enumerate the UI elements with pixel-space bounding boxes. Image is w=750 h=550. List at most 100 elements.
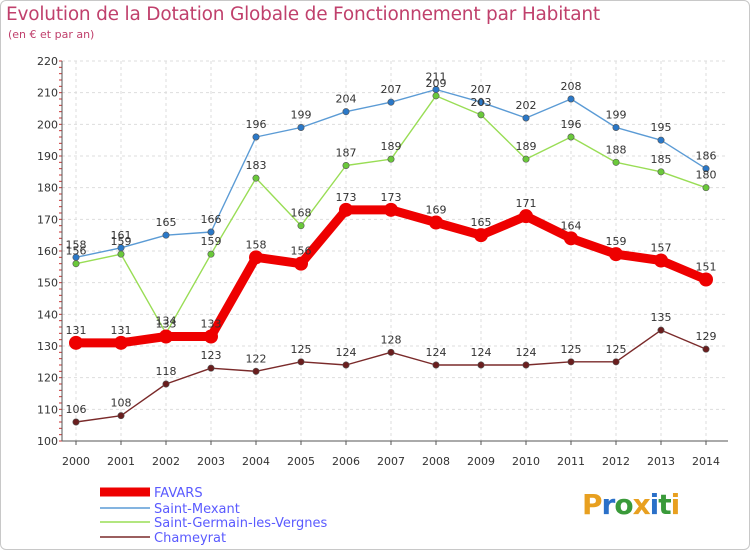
point-saint-mexant — [207, 228, 215, 236]
data-label-saint-mexant: 161 — [111, 229, 132, 242]
point-saint-germain-les-vergnes — [297, 222, 305, 230]
data-label-saint-mexant: 166 — [201, 213, 222, 226]
data-label-chameyrat: 123 — [201, 349, 222, 362]
data-label-saint-germain-les-vergnes: 168 — [291, 207, 312, 220]
data-label-saint-germain-les-vergnes: 159 — [111, 235, 132, 248]
data-label-chameyrat: 118 — [156, 365, 177, 378]
chart-subtitle: (en € et par an) — [8, 28, 95, 41]
point-favars — [114, 335, 128, 350]
data-label-saint-mexant: 199 — [291, 109, 312, 122]
data-label-saint-mexant: 208 — [561, 80, 582, 93]
y-tick-label: 200 — [37, 118, 58, 131]
point-saint-germain-les-vergnes — [702, 184, 710, 192]
data-label-saint-germain-les-vergnes: 203 — [471, 96, 492, 109]
data-label-saint-mexant: 204 — [336, 93, 357, 106]
logo-letter: i — [649, 488, 660, 521]
logo-letter: x — [632, 488, 651, 521]
data-label-saint-mexant: 186 — [696, 150, 717, 163]
legend-label-saint-mexant: Saint-Mexant — [154, 502, 240, 517]
data-label-chameyrat: 124 — [471, 346, 492, 359]
point-favars — [69, 335, 83, 350]
data-label-saint-germain-les-vergnes: 156 — [66, 245, 87, 258]
y-tick-label: 110 — [37, 403, 58, 416]
point-saint-germain-les-vergnes — [522, 155, 530, 163]
data-label-saint-mexant: 165 — [156, 216, 177, 229]
point-chameyrat — [387, 348, 395, 356]
point-saint-germain-les-vergnes — [252, 174, 260, 182]
data-label-favars: 165 — [471, 216, 492, 229]
point-chameyrat — [567, 358, 575, 366]
point-chameyrat — [612, 358, 620, 366]
legend-label-favars: FAVARS — [154, 486, 203, 501]
point-saint-germain-les-vergnes — [477, 111, 485, 119]
point-saint-mexant — [657, 136, 665, 144]
point-favars — [699, 272, 713, 287]
data-label-saint-germain-les-vergnes: 188 — [606, 143, 627, 156]
proxiti-logo: Proxiti — [582, 488, 680, 521]
y-tick-label: 180 — [37, 182, 58, 195]
point-chameyrat — [207, 364, 215, 372]
data-label-chameyrat: 129 — [696, 330, 717, 343]
series-layer — [69, 86, 713, 426]
point-favars — [339, 202, 353, 217]
data-label-favars: 157 — [651, 242, 672, 255]
y-tick-label: 120 — [37, 372, 58, 385]
legend-label-chameyrat: Chameyrat — [154, 531, 226, 546]
x-tick-label: 2004 — [242, 455, 270, 468]
y-tick-label: 160 — [37, 245, 58, 258]
data-label-favars: 171 — [516, 197, 537, 210]
point-favars — [474, 228, 488, 243]
point-saint-mexant — [612, 124, 620, 132]
point-saint-germain-les-vergnes — [72, 260, 80, 268]
point-chameyrat — [162, 380, 170, 388]
logo-letter: P — [582, 488, 603, 521]
data-label-chameyrat: 125 — [561, 343, 582, 356]
point-chameyrat — [117, 412, 125, 420]
data-label-favars: 133 — [201, 318, 222, 331]
data-label-saint-germain-les-vergnes: 183 — [246, 159, 267, 172]
x-tick-label: 2014 — [692, 455, 720, 468]
point-chameyrat — [297, 358, 305, 366]
point-saint-mexant — [297, 124, 305, 132]
x-tick-label: 2006 — [332, 455, 360, 468]
point-chameyrat — [477, 361, 485, 369]
x-tick-label: 2005 — [287, 455, 315, 468]
data-label-favars: 164 — [561, 219, 582, 232]
x-tick-label: 2000 — [62, 455, 90, 468]
data-label-chameyrat: 125 — [291, 343, 312, 356]
point-chameyrat — [657, 326, 665, 334]
data-label-saint-mexant: 199 — [606, 109, 627, 122]
y-tick-label: 140 — [37, 308, 58, 321]
point-favars — [384, 202, 398, 217]
data-label-chameyrat: 124 — [426, 346, 447, 359]
data-label-chameyrat: 125 — [606, 343, 627, 356]
point-favars — [429, 215, 443, 230]
point-favars — [249, 250, 263, 265]
x-tick-label: 2007 — [377, 455, 405, 468]
data-label-chameyrat: 128 — [381, 333, 402, 346]
y-tick-label: 130 — [37, 340, 58, 353]
point-favars — [294, 256, 308, 271]
data-label-saint-germain-les-vergnes: 189 — [381, 140, 402, 153]
x-tick-label: 2008 — [422, 455, 450, 468]
point-saint-germain-les-vergnes — [612, 158, 620, 166]
data-label-chameyrat: 122 — [246, 352, 267, 365]
grid — [62, 60, 728, 442]
logo-letter: t — [658, 488, 671, 521]
legend-label-saint-germain-les-vergnes: Saint-Germain-les-Vergnes — [154, 516, 327, 531]
point-saint-germain-les-vergnes — [657, 168, 665, 176]
x-tick-label: 2013 — [647, 455, 675, 468]
data-label-favars: 156 — [291, 245, 312, 258]
logo-letter: o — [614, 488, 633, 521]
x-tick-label: 2010 — [512, 455, 540, 468]
point-favars — [654, 253, 668, 268]
y-tick-label: 210 — [37, 87, 58, 100]
data-label-saint-germain-les-vergnes: 134 — [156, 314, 177, 327]
data-label-favars: 133 — [156, 318, 177, 331]
x-tick-label: 2002 — [152, 455, 180, 468]
data-label-favars: 151 — [696, 261, 717, 274]
data-label-saint-mexant: 195 — [651, 121, 672, 134]
point-saint-germain-les-vergnes — [567, 133, 575, 141]
data-label-saint-mexant: 196 — [246, 118, 267, 131]
point-saint-germain-les-vergnes — [387, 155, 395, 163]
